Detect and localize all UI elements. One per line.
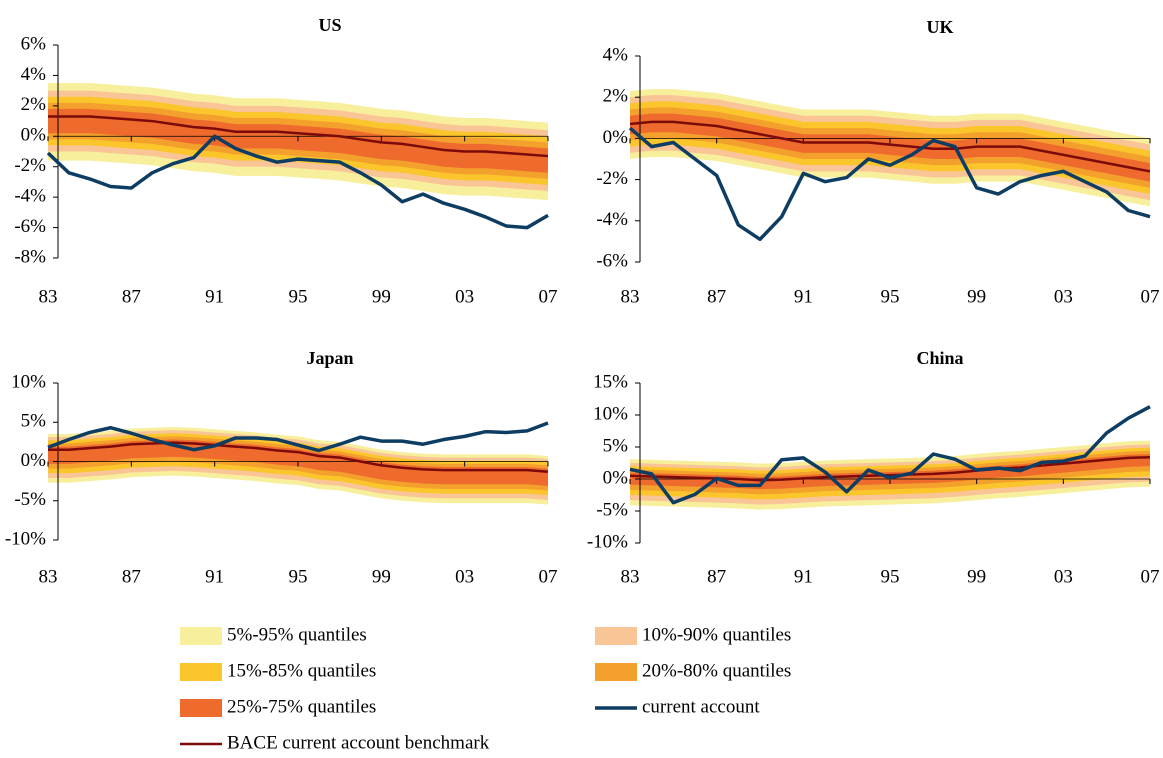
y-tick-label: 10%	[593, 403, 628, 424]
y-tick-label: -10%	[587, 531, 628, 552]
x-tick-label: 91	[205, 286, 224, 307]
x-tick-label: 03	[1054, 286, 1073, 307]
x-tick-label: 91	[205, 566, 224, 587]
panel-title: US	[318, 15, 341, 35]
y-tick-label: 6%	[21, 33, 47, 54]
x-tick-label: 87	[707, 286, 726, 307]
y-tick-label: -6%	[596, 250, 628, 271]
y-tick-label: -4%	[14, 186, 46, 207]
legend-swatch	[595, 663, 637, 681]
y-tick-label: 10%	[11, 371, 46, 392]
x-tick-label: 83	[621, 566, 640, 587]
benchmark-line	[48, 441, 549, 473]
legend-swatch	[595, 627, 637, 645]
x-tick-label: 99	[372, 566, 391, 587]
x-tick-label: 07	[1141, 566, 1160, 587]
x-tick-label: 03	[455, 286, 474, 307]
x-tick-label: 99	[372, 286, 391, 307]
y-tick-label: -10%	[5, 528, 46, 549]
legend-label: 5%-95% quantiles	[227, 624, 367, 645]
y-tick-label: -4%	[596, 209, 628, 230]
x-tick-label: 91	[794, 286, 813, 307]
x-tick-label: 87	[122, 286, 141, 307]
current-account-line	[47, 421, 549, 453]
y-tick-label: -8%	[14, 246, 46, 267]
x-tick-label: 07	[539, 286, 558, 307]
panel-title: UK	[927, 17, 954, 37]
y-tick-label: 0%	[603, 127, 629, 148]
x-tick-label: 83	[39, 566, 58, 587]
y-tick-label: -2%	[14, 155, 46, 176]
panel-title: Japan	[306, 348, 353, 368]
y-tick-label: 0%	[21, 125, 47, 146]
y-tick-label: 2%	[21, 94, 47, 115]
x-tick-label: 95	[881, 286, 900, 307]
x-tick-label: 03	[455, 566, 474, 587]
y-tick-label: 4%	[603, 44, 629, 65]
x-tick-label: 07	[539, 566, 558, 587]
legend-label: BACE current account benchmark	[227, 732, 490, 753]
x-tick-label: 83	[39, 286, 58, 307]
legend-swatch	[180, 663, 222, 681]
x-tick-label: 99	[967, 286, 986, 307]
x-tick-label: 91	[794, 566, 813, 587]
x-tick-label: 87	[122, 566, 141, 587]
y-tick-label: 5%	[603, 435, 629, 456]
current-account-line	[629, 405, 1151, 505]
x-tick-label: 03	[1054, 566, 1073, 587]
y-tick-label: -5%	[14, 489, 46, 510]
y-tick-label: 4%	[21, 64, 47, 85]
current-account-line	[628, 126, 1151, 242]
y-tick-label: 0%	[603, 467, 629, 488]
x-tick-label: 07	[1141, 286, 1160, 307]
x-tick-label: 99	[967, 566, 986, 587]
current-account-line	[46, 134, 549, 230]
x-tick-label: 95	[289, 286, 308, 307]
benchmark-line	[48, 115, 549, 158]
legend-swatch	[180, 627, 222, 645]
y-tick-label: 2%	[603, 86, 629, 107]
y-tick-label: 15%	[593, 371, 628, 392]
panel-title: China	[916, 348, 963, 368]
legend-label: 15%-85% quantiles	[227, 660, 376, 681]
legend-swatch	[180, 699, 222, 717]
legend-label: 25%-75% quantiles	[227, 696, 376, 717]
x-tick-label: 83	[621, 286, 640, 307]
y-tick-label: -2%	[596, 168, 628, 189]
quantile-band	[630, 113, 1150, 182]
y-tick-label: 0%	[21, 450, 47, 471]
y-tick-label: 5%	[21, 411, 47, 432]
legend-label: 10%-90% quantiles	[642, 624, 791, 645]
y-tick-label: -5%	[596, 499, 628, 520]
legend-label: current account	[642, 696, 760, 717]
x-tick-label: 87	[707, 566, 726, 587]
legend-label: 20%-80% quantiles	[642, 660, 791, 681]
benchmark-line	[629, 120, 1151, 173]
y-tick-label: -6%	[14, 216, 46, 237]
x-tick-label: 95	[289, 566, 308, 587]
x-tick-label: 95	[881, 566, 900, 587]
